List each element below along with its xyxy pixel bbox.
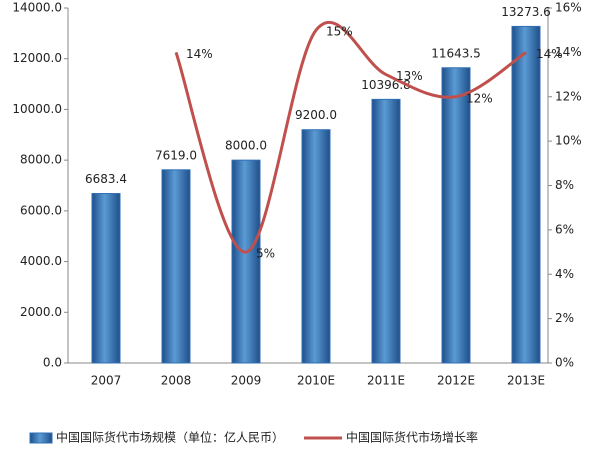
y2-tick-label: 2%: [555, 311, 574, 325]
y-tick-label: 12000.0: [12, 51, 62, 65]
y2-tick-label: 10%: [555, 134, 582, 148]
x-tick-label: 2007: [91, 374, 122, 388]
y2-tick-label: 4%: [555, 267, 574, 281]
bar: [511, 25, 541, 364]
bar-value-label: 9200.0: [295, 108, 337, 122]
y-tick-label: 10000.0: [12, 102, 62, 116]
x-tick-label: 2012E: [437, 374, 475, 388]
bar-value-label: 11643.5: [431, 46, 481, 60]
y-tick-label: 4000.0: [20, 254, 62, 268]
y2-tick-label: 14%: [555, 45, 582, 59]
x-tick-label: 2008: [161, 374, 192, 388]
x-tick-label: 2011E: [367, 374, 405, 388]
legend-label: 中国国际货代市场规模（单位：亿人民币）: [56, 430, 284, 445]
bar-value-label: 13273.6: [501, 5, 551, 19]
y-tick-label: 2000.0: [20, 305, 62, 319]
y-tick-label: 8000.0: [20, 153, 62, 167]
line-value-label: 5%: [256, 247, 275, 261]
bar: [161, 169, 191, 364]
bar: [301, 129, 331, 364]
y2-tick-label: 0%: [555, 356, 574, 370]
y2-tick-label: 16%: [555, 1, 582, 15]
y2-tick-label: 6%: [555, 222, 574, 236]
legend-swatch: [29, 432, 53, 444]
line-value-label: 12%: [466, 91, 493, 105]
bar-value-label: 6683.4: [85, 172, 127, 186]
x-tick-label: 2013E: [507, 374, 545, 388]
bar: [441, 67, 471, 364]
bar: [371, 98, 401, 364]
y-tick-label: 14000.0: [12, 1, 62, 15]
line-value-label: 13%: [396, 69, 423, 83]
y2-tick-label: 12%: [555, 89, 582, 103]
line-value-label: 14%: [186, 47, 213, 61]
x-tick-label: 2009: [231, 374, 262, 388]
bar: [231, 159, 261, 364]
bar: [91, 193, 121, 364]
y-tick-label: 0.0: [43, 356, 62, 370]
line: [174, 20, 527, 254]
line-value-label: 14%: [536, 47, 563, 61]
bar-value-label: 7619.0: [155, 148, 197, 162]
bar-value-label: 8000.0: [225, 139, 267, 153]
line-value-label: 15%: [326, 25, 353, 39]
y-tick-label: 6000.0: [20, 203, 62, 217]
x-tick-label: 2010E: [297, 374, 335, 388]
y2-tick-label: 8%: [555, 178, 574, 192]
legend-label: 中国国际货代市场增长率: [346, 430, 478, 445]
